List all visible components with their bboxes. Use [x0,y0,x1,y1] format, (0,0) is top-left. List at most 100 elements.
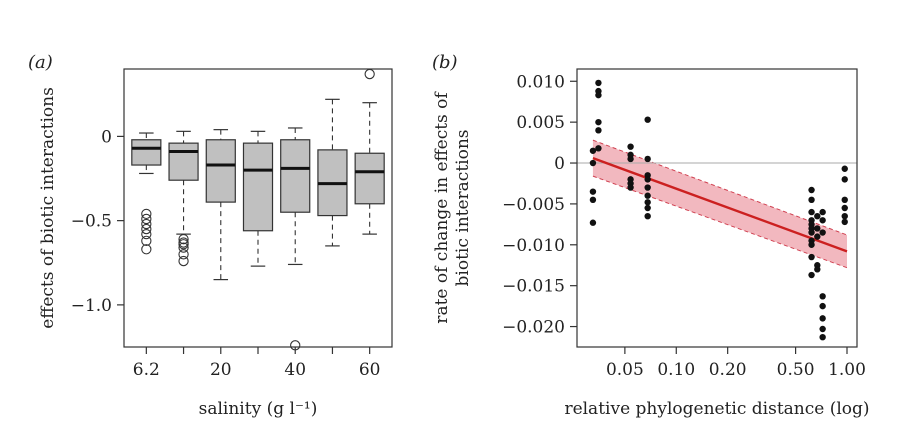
data-point [814,212,821,220]
panel-a-x-axis: 6.2 20 40 60 [133,347,381,380]
panel-a-x-label: salinity (g l⁻¹) [199,399,318,419]
box-outlier [178,249,189,260]
box-outlier [141,235,152,247]
box-outlier [178,239,189,250]
data-point [589,219,597,226]
panel-a-boxes [131,68,385,351]
data-point [808,241,815,248]
box-outlier [141,228,152,240]
box-outlier [364,68,375,80]
panel-b-frame [576,68,858,348]
panel-b-y-tick-label: 0.005 [516,113,565,133]
box-outlier [141,223,152,235]
box-outlier [141,213,152,225]
panel-b-x-tick-label: 1.00 [828,360,866,380]
data-point [627,155,634,163]
box-iqr [168,142,199,181]
data-point [644,199,651,206]
panel-a-y-label: effects of biotic interactions [38,87,58,329]
panel-b-y-tick-label: −0.015 [502,277,565,297]
box-outlier [290,340,301,351]
panel-a-x-tick-label: 6.2 [133,360,160,380]
panel-a-box [205,129,236,281]
panel-b-y-axis: 0.010 0.005 0 −0.005 −0.010 −0.015 −0.020 [502,72,577,338]
data-point [819,208,826,216]
box-iqr [131,139,162,166]
box-iqr [280,139,311,213]
data-point [808,186,815,194]
panel-a-y-tick-label: −1.0 [71,296,112,316]
panel-a-y-tick-label: −0.5 [71,212,112,232]
data-point [808,253,815,261]
data-point [841,204,848,212]
data-point [644,212,651,220]
box-outlier [141,208,152,220]
data-point [595,91,602,99]
data-point [819,302,826,310]
data-point [814,266,821,273]
data-point [589,159,597,167]
data-point [627,184,634,191]
data-point [644,204,651,212]
data-point [595,79,602,87]
data-point [814,225,821,232]
data-point [819,293,826,300]
box-outlier [141,218,152,230]
panel-a-x-tick-label: 60 [359,360,381,380]
data-point [841,165,848,172]
data-point [595,118,602,126]
panel-b-fit-line [592,156,848,253]
box-iqr [205,139,236,203]
data-point [595,145,602,152]
data-point [841,218,848,226]
data-point [841,212,848,220]
data-point [644,192,651,199]
box-outlier [178,234,189,245]
panel-b-y-tick-label: 0 [554,154,565,174]
panel-a-box [131,132,162,255]
panel-b-y-tick-label: −0.010 [502,236,565,256]
panel-b-y-tick-label: −0.020 [502,318,565,338]
data-point [808,208,815,216]
panel-b-y-tick-label: 0.010 [516,72,565,92]
panel-b-x-tick-label: 0.05 [606,360,644,380]
data-point [808,196,815,204]
box-outlier [141,244,152,255]
panel-b-x-axis: 0.05 0.10 0.20 0.50 1.00 [606,347,866,380]
data-point [644,184,651,191]
box-iqr [354,152,385,205]
data-point [819,315,826,322]
panel-b-y-tick-label: −0.005 [502,195,565,215]
panel-a-box [242,130,274,267]
panel-b: (b) 0.0100.0050−0.005−0.010−0.015−0.020 … [432,52,870,419]
data-point [841,176,848,183]
panel-a-y-tick-label: 0 [101,127,112,147]
panel-b-x-tick-label: 0.10 [657,360,695,380]
data-point [819,217,826,224]
confidence-band-upper [592,139,848,236]
data-point [595,127,602,134]
panel-b-points [589,79,848,341]
data-point [589,147,597,154]
box-outlier [178,242,189,253]
panel-a-box [354,68,385,235]
confidence-band-lower [592,175,848,269]
data-point [589,188,597,195]
data-point [819,325,826,333]
panel-b-x-label: relative phylogenetic distance (log) [564,399,869,419]
data-point [644,116,651,123]
panel-a-y-axis: 0 −0.5 −1.0 [71,127,124,316]
data-point [841,196,848,204]
data-point [627,143,634,150]
data-point [644,155,651,163]
panel-a-label: (a) [28,52,53,73]
data-point [589,196,597,204]
box-iqr [242,142,274,232]
data-point [819,229,826,236]
panel-b-x-tick-label: 0.50 [777,360,815,380]
panel-a-box [317,98,348,247]
panel-b-x-tick-label: 0.20 [709,360,747,380]
data-point [808,229,815,236]
regression-line [592,156,848,253]
